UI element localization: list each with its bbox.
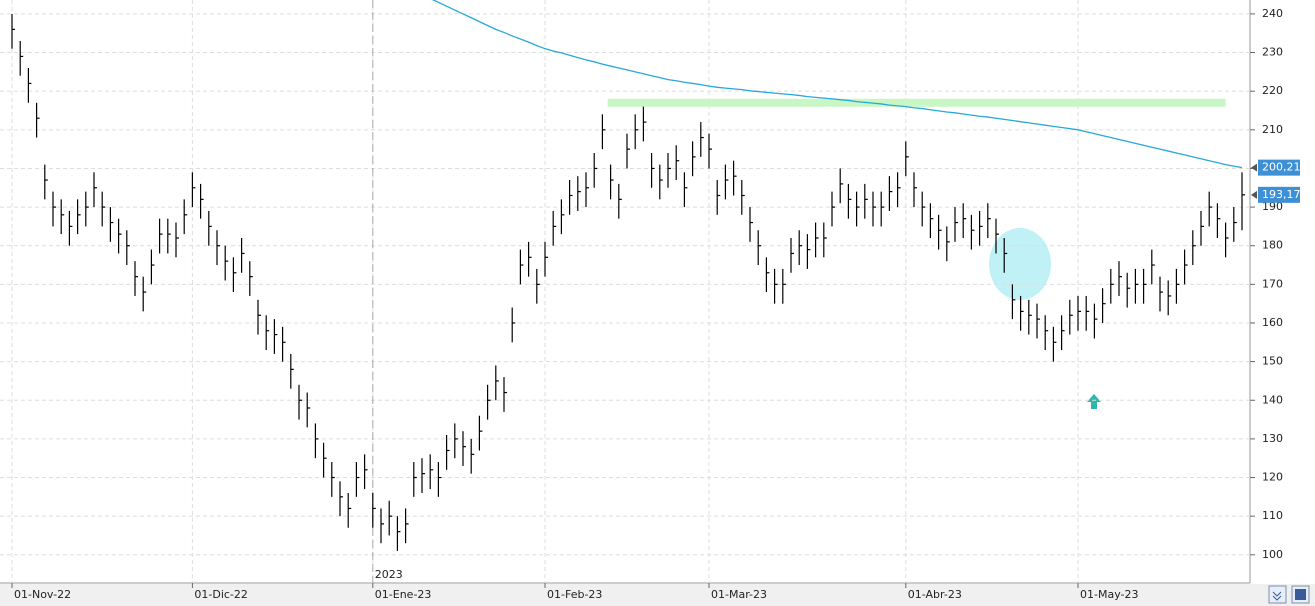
y-tick-label: 130 xyxy=(1262,432,1283,445)
price-pointer xyxy=(1251,190,1257,199)
scroll-button[interactable] xyxy=(1268,585,1287,604)
y-tick-label: 210 xyxy=(1262,123,1283,136)
x-tick-label: 01-Nov-22 xyxy=(14,588,71,601)
x-tick-label: 01-Feb-23 xyxy=(547,588,602,601)
highlight-circle xyxy=(989,228,1051,300)
y-tick-label: 110 xyxy=(1262,509,1283,522)
year-label: 2023 xyxy=(375,568,403,581)
x-tick-label: 01-Abr-23 xyxy=(908,588,962,601)
y-tick-label: 190 xyxy=(1262,200,1283,213)
x-tick-label: 01-Mar-23 xyxy=(711,588,767,601)
plot xyxy=(0,0,1250,583)
y-tick-label: 150 xyxy=(1262,355,1283,368)
y-tick-label: 140 xyxy=(1262,393,1283,406)
axis-strip xyxy=(0,584,1315,606)
y-tick-label: 230 xyxy=(1262,46,1283,59)
y-tick-label: 240 xyxy=(1262,7,1283,20)
moving-average-line xyxy=(431,0,1243,169)
y-tick-label: 170 xyxy=(1262,277,1283,290)
y-tick-label: 160 xyxy=(1262,316,1283,329)
y-tick-label: 120 xyxy=(1262,471,1283,484)
price-badge xyxy=(1258,159,1300,176)
x-tick-label: 01-Dic-22 xyxy=(194,588,248,601)
x-tick-label: 01-Ene-23 xyxy=(375,588,432,601)
y-tick-label: 100 xyxy=(1262,548,1283,561)
price-badge xyxy=(1258,186,1300,203)
arrow-icon xyxy=(1087,394,1101,409)
scroll-icon xyxy=(1272,591,1282,601)
save-icon xyxy=(1295,589,1306,600)
y-tick-label: 220 xyxy=(1262,84,1283,97)
y-tick-label: 180 xyxy=(1262,239,1283,252)
price-badge-label: 193,17 xyxy=(1262,188,1301,201)
price-badge-label: 200,21 xyxy=(1262,161,1301,174)
price-pointer xyxy=(1251,163,1257,172)
resistance-band xyxy=(607,98,1226,107)
x-tick-label: 01-May-23 xyxy=(1080,588,1138,601)
